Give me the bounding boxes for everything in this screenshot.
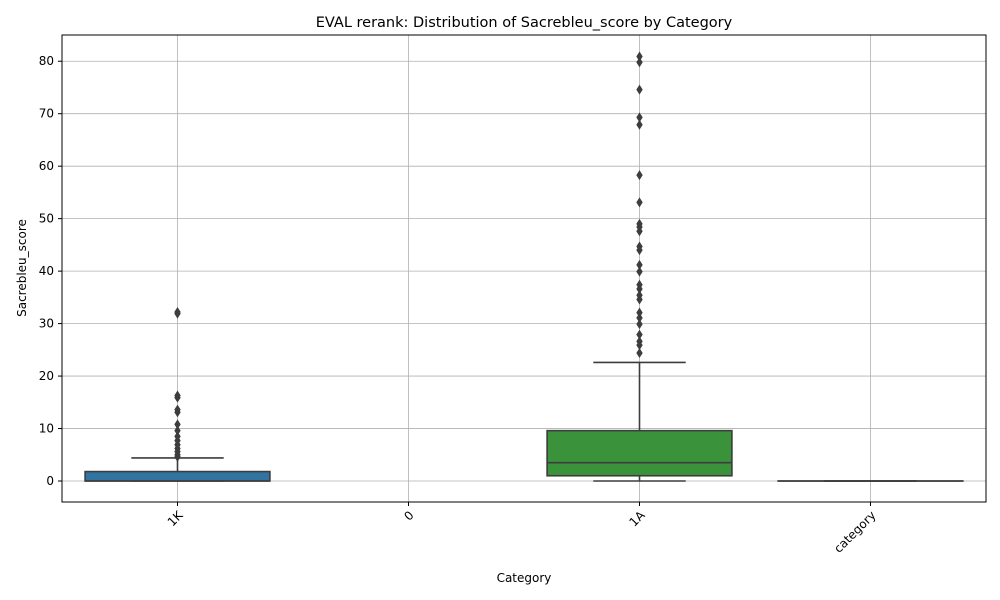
boxes bbox=[84, 51, 964, 482]
outlier-point bbox=[636, 218, 643, 229]
box-group-1A bbox=[546, 51, 733, 482]
x-tick-label: category bbox=[831, 508, 878, 555]
y-tick-label: 0 bbox=[46, 474, 54, 488]
outlier-point bbox=[636, 112, 643, 123]
outlier-point bbox=[174, 419, 181, 430]
outlier-point bbox=[636, 57, 643, 68]
x-tick-label: 0 bbox=[401, 508, 416, 523]
y-tick-label: 60 bbox=[39, 159, 54, 173]
plot-frame bbox=[61, 34, 987, 503]
x-tick-label: 1K bbox=[165, 507, 187, 529]
outlier-point bbox=[636, 307, 643, 318]
outlier-point bbox=[174, 431, 181, 442]
y-tick-label: 40 bbox=[39, 264, 54, 278]
outlier-point bbox=[636, 279, 643, 290]
iqr-box bbox=[546, 429, 733, 477]
box-group-1K bbox=[84, 307, 271, 482]
outlier-point bbox=[636, 266, 643, 277]
outlier-point bbox=[636, 259, 643, 270]
outlier-point bbox=[636, 347, 643, 358]
y-tick-label: 30 bbox=[39, 317, 54, 331]
outlier-point bbox=[636, 84, 643, 95]
y-axis-label: Sacrebleu_score bbox=[15, 219, 29, 317]
outlier-point bbox=[636, 319, 643, 330]
y-tick-label: 80 bbox=[39, 54, 54, 68]
outlier-point bbox=[636, 329, 643, 340]
x-tick-label: 1A bbox=[627, 508, 649, 530]
outlier-point bbox=[174, 404, 181, 415]
outlier-point bbox=[636, 119, 643, 130]
iqr-box bbox=[84, 470, 271, 482]
outlier-point bbox=[636, 290, 643, 301]
y-tick-label: 70 bbox=[39, 107, 54, 121]
y-tick-label: 20 bbox=[39, 369, 54, 383]
chart-title: EVAL rerank: Distribution of Sacrebleu_s… bbox=[316, 15, 733, 31]
outlier-point bbox=[174, 307, 181, 318]
y-tick-label: 10 bbox=[39, 422, 54, 436]
outlier-point bbox=[174, 390, 181, 401]
outlier-point bbox=[636, 336, 643, 347]
x-axis-label: Category bbox=[497, 571, 552, 585]
y-tick-label: 50 bbox=[39, 212, 54, 226]
outlier-point bbox=[636, 51, 643, 62]
outlier-point bbox=[636, 197, 643, 208]
outlier-point bbox=[636, 170, 643, 181]
outlier-point bbox=[636, 241, 643, 252]
outlier-point bbox=[636, 312, 643, 323]
outlier-point bbox=[174, 425, 181, 436]
grid-lines bbox=[62, 35, 986, 502]
